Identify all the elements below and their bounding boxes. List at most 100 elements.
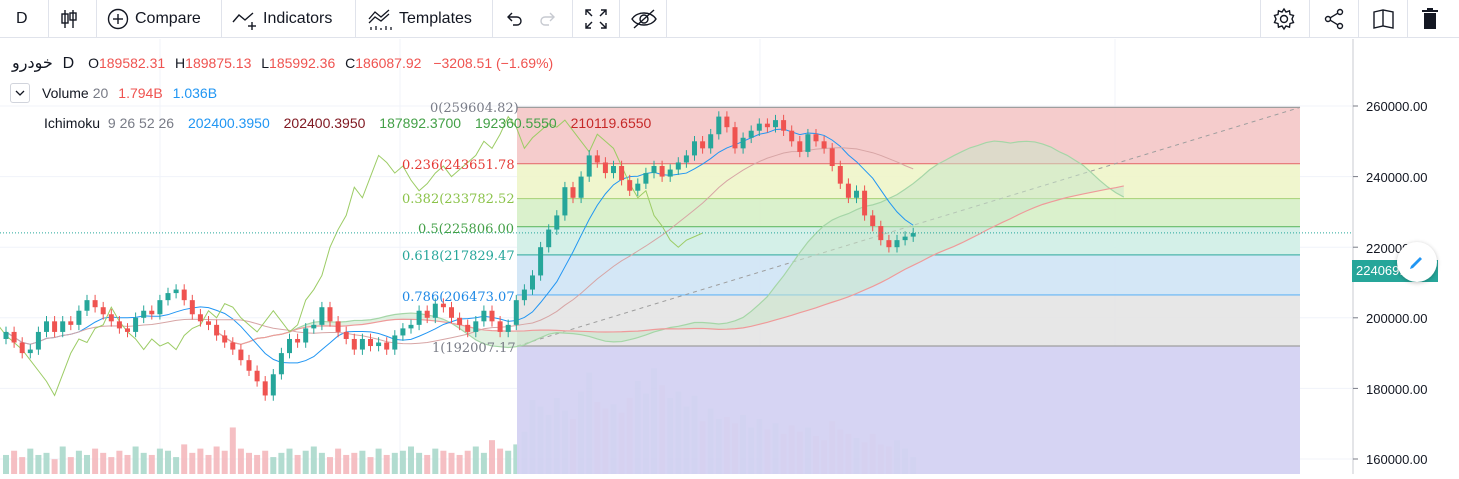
volume-bar [351,452,358,474]
volume-bar [480,452,487,474]
templates-label: Templates [399,10,472,27]
share-icon [1322,7,1346,31]
templates-icon [367,7,395,31]
candle-body [764,123,770,128]
volume-bar [472,446,479,474]
indicators-button[interactable]: Indicators [231,0,332,38]
collapse-legend-button[interactable] [10,83,30,103]
price-chart[interactable] [0,39,1459,474]
toolbar-divider [1407,0,1408,38]
price-axis-label: 200000.00 [1366,311,1428,326]
fullscreen-button[interactable] [584,0,608,38]
candle-body [797,141,803,152]
candle-body [270,374,276,396]
ichimoku-base-value: 202400.3950 [283,115,366,131]
ichimoku-label[interactable]: Ichimoku [44,115,101,131]
fib-label-0: 0(259604.82) [430,101,519,116]
candle-body [11,331,17,343]
volume-bar [19,457,26,474]
price-axis-label: 260000.00 [1366,99,1428,114]
candle-body [181,289,187,301]
ichimoku-lead-b-line [216,185,1124,345]
share-button[interactable] [1322,0,1346,38]
volume-bar [173,457,180,474]
candle-body [700,141,706,149]
plus-circle-icon [107,8,129,30]
ichimoku-legend: Ichimoku 9 26 52 26 202400.3950 202400.3… [44,115,651,131]
interval-button[interactable]: D [16,0,28,38]
fib-label-05: 0.5(225806.00 [418,222,515,237]
candle-body [262,381,268,396]
candle-body [311,324,317,329]
candle-body [683,155,689,163]
symbol-name[interactable]: خودرو [12,55,53,72]
high-label: H [175,55,186,71]
candles-icon [58,8,80,30]
ichimoku-lead-a-line [216,140,1125,349]
hide-drawings-button[interactable] [630,0,658,38]
candle-body [894,240,900,248]
indicators-label: Indicators [263,10,333,27]
eye-crossed-icon [630,8,658,30]
candle-body [465,324,471,332]
candle-body [862,190,868,216]
candle-body [854,190,859,198]
candle-body [100,307,106,315]
candle-body [392,335,398,350]
candle-body [627,180,633,191]
volume-bar [254,454,261,474]
candle-body [886,240,892,248]
volume-bar [278,452,285,474]
toolbar-divider [1309,0,1310,38]
candle-body [52,321,58,332]
candle-body [530,275,535,290]
candle-body [133,317,139,332]
chart-pane[interactable]: خودرو D O189582.31 H189875.13 L185992.36… [0,39,1459,474]
change-value: −3208.51 (−1.69%) [433,55,554,71]
volume-bar [464,450,471,474]
volume-bar [513,444,520,474]
candle-body [870,215,876,227]
candle-body [473,321,479,332]
volume-bar [213,446,220,474]
toolbar-divider [221,0,222,38]
candle-body [781,120,787,131]
indicators-icon [231,8,259,30]
candle-body [724,116,730,128]
settings-button[interactable] [1272,0,1296,38]
candle-body [68,321,74,325]
candle-body [554,215,560,230]
volume-bar [416,452,423,474]
snapshot-button[interactable] [1371,0,1397,38]
templates-button[interactable]: Templates [367,0,472,38]
redo-button[interactable] [538,0,558,38]
volume-bar [270,457,277,474]
draw-tool-button[interactable] [1397,242,1437,282]
candle-body [773,120,778,128]
volume-label[interactable]: Volume [42,85,89,101]
volume-bar [294,454,301,474]
volume-bar [100,452,107,474]
volume-bar [67,457,74,474]
low-label: L [261,55,270,71]
candle-body [295,338,301,343]
ichimoku-params: 9 26 52 26 [107,115,175,131]
volume-bar [59,446,66,474]
volume-bar [302,450,309,474]
low-value: 185992.36 [269,55,336,71]
ichimoku-conversion-value: 202400.3950 [187,115,270,131]
chart-style-button[interactable] [58,0,80,38]
volume-bar [108,457,115,474]
compare-button[interactable]: Compare [107,0,201,38]
fullscreen-icon [584,8,608,30]
candle-body [708,134,714,149]
candle-body [651,166,657,174]
pencil-icon [1410,257,1422,269]
volume-bar [92,448,99,474]
delete-button[interactable] [1420,0,1440,38]
chevron-down-icon [15,90,25,96]
undo-button[interactable] [504,0,524,38]
volume-bar [205,454,212,474]
candle-body [416,310,422,325]
toolbar-divider [355,0,356,38]
